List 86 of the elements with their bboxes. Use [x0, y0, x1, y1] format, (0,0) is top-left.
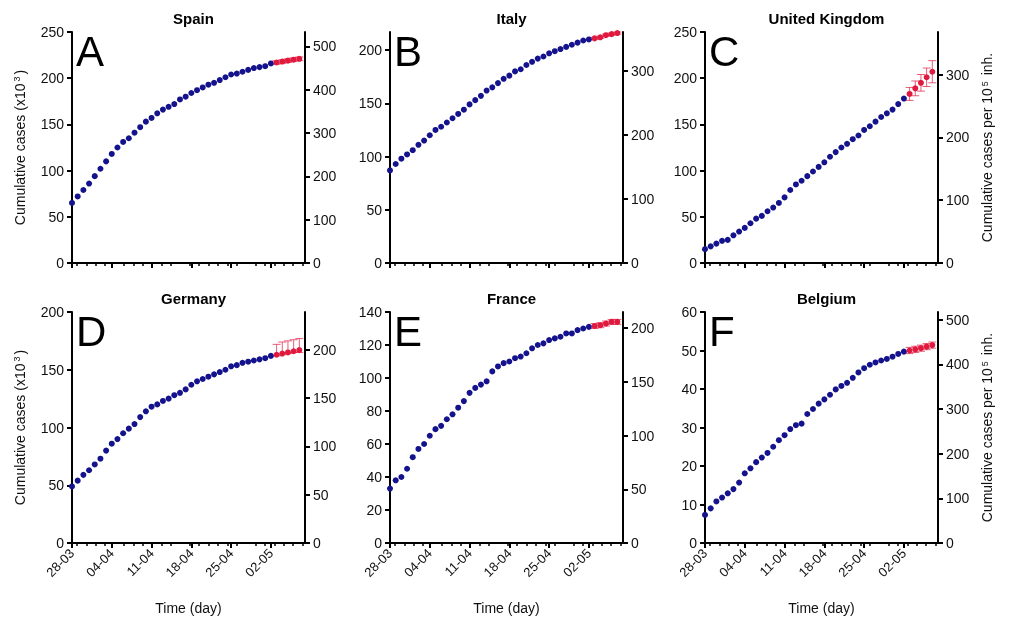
x-axis-title: Time (day) [155, 600, 222, 616]
y-tick-label: 150 [673, 116, 698, 133]
y-tick-label: 150 [40, 361, 65, 378]
y2-tick-label: 200 [313, 341, 337, 358]
y2-tick-label: 400 [313, 81, 337, 98]
y2-tick-label: 500 [313, 38, 337, 55]
y-tick-label: 20 [366, 502, 383, 518]
y-axis-title: Cumulative cases (x103) [11, 69, 28, 226]
y-tick-label: 0 [374, 255, 383, 271]
y2-tick-label: 100 [946, 490, 970, 507]
y-tick-label: 80 [366, 403, 383, 419]
y2-tick-label: 50 [631, 481, 647, 498]
y-tick-label: 50 [48, 208, 65, 225]
chart-title: Belgium [796, 290, 857, 307]
y2-tick-label: 50 [313, 486, 329, 503]
y2-tick-label: 200 [631, 126, 655, 143]
y2-tick-label: 200 [631, 320, 655, 337]
y2-axis-title: Cumulative cases per 105 inh. [979, 332, 996, 523]
x-axis-title: Time (day) [473, 600, 540, 616]
y-tick-label: 140 [358, 304, 383, 320]
y2-tick-label: 100 [631, 427, 655, 444]
y2-tick-label: 300 [313, 124, 337, 141]
y-tick-label: 200 [40, 304, 65, 320]
y-tick-label: 100 [40, 162, 65, 179]
y2-tick-label: 100 [313, 211, 337, 228]
y-tick-label: 40 [681, 381, 698, 397]
y2-tick-label: 150 [313, 390, 337, 407]
y-tick-label: 0 [56, 255, 65, 271]
y2-tick-label: 0 [631, 255, 639, 271]
y-tick-label: 50 [681, 342, 698, 359]
y-tick-label: 0 [374, 535, 383, 551]
y2-tick-label: 0 [313, 535, 321, 551]
y2-tick-label: 100 [631, 190, 655, 207]
y2-tick-label: 200 [946, 129, 970, 146]
y-tick-label: 100 [40, 419, 65, 436]
y2-tick-label: 200 [313, 168, 337, 185]
annotation: F [709, 307, 735, 355]
y-axis-title: Cumulative cases (x103) [11, 349, 28, 506]
y-tick-label: 120 [358, 337, 383, 353]
y2-tick-label: 0 [946, 255, 954, 271]
y-tick-label: 100 [673, 162, 698, 179]
y2-tick-label: 400 [946, 356, 970, 373]
chart-title: Italy [496, 10, 528, 27]
y2-tick-label: 300 [946, 66, 970, 83]
annotation: D [76, 307, 107, 355]
annotation: A [76, 27, 105, 75]
y2-tick-label: 300 [946, 400, 970, 417]
y-tick-label: 0 [56, 535, 65, 551]
y-tick-label: 150 [40, 116, 65, 133]
y-tick-label: 0 [689, 535, 698, 551]
y2-tick-label: 500 [946, 311, 970, 328]
y-tick-label: 100 [358, 370, 383, 386]
y-tick-label: 150 [358, 95, 383, 112]
chart-title: Spain [173, 10, 214, 27]
y2-tick-label: 0 [946, 535, 954, 551]
y-tick-label: 30 [681, 419, 698, 436]
y-tick-label: 200 [40, 70, 65, 87]
x-axis-title: Time (day) [788, 600, 855, 616]
y-tick-label: 100 [358, 148, 383, 165]
annotation: C [709, 27, 740, 75]
chart-title: United Kingdom [768, 10, 885, 27]
y-tick-label: 250 [673, 24, 698, 40]
y-tick-label: 60 [681, 304, 698, 320]
annotation: E [394, 307, 423, 355]
chart-title: Germany [160, 290, 227, 307]
annotation: B [394, 27, 423, 75]
y-tick-label: 60 [366, 436, 383, 452]
y-tick-label: 200 [673, 70, 698, 87]
y-tick-label: 10 [681, 496, 698, 513]
y-tick-label: 40 [366, 469, 383, 485]
y-tick-label: 50 [366, 201, 383, 218]
y-tick-label: 50 [48, 477, 65, 494]
y2-tick-label: 0 [313, 255, 321, 271]
y2-axis-title: Cumulative cases per 105 inh. [979, 52, 996, 243]
y-tick-label: 250 [40, 24, 65, 40]
y-tick-label: 20 [681, 458, 698, 474]
y2-tick-label: 300 [631, 62, 655, 79]
y2-tick-label: 0 [631, 535, 639, 551]
chart-title: France [486, 290, 537, 307]
y-tick-label: 200 [358, 42, 383, 59]
y2-tick-label: 100 [946, 192, 970, 209]
y-tick-label: 50 [681, 208, 698, 225]
y2-tick-label: 100 [313, 438, 337, 455]
y2-tick-label: 200 [946, 445, 970, 462]
y2-tick-label: 150 [631, 373, 655, 390]
y-tick-label: 0 [689, 255, 698, 271]
